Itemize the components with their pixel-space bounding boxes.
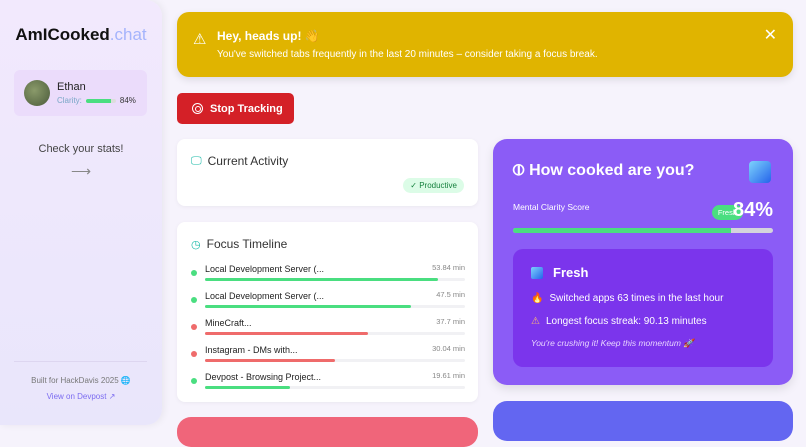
status-dot — [191, 270, 197, 276]
user-card[interactable]: Ethan Clarity: 84% — [14, 70, 147, 116]
alert-message: You've switched tabs frequently in the l… — [217, 49, 598, 60]
productive-badge: ✓ Productive — [403, 178, 464, 193]
status-dot — [191, 351, 197, 357]
app-name: MineCraft... — [205, 318, 252, 328]
time-bar-fill — [205, 359, 336, 362]
card-title: Current Activity — [207, 154, 289, 168]
logo-suffix: .chat — [109, 25, 147, 44]
stop-label: Stop Tracking — [210, 102, 283, 115]
time-bar-fill — [205, 305, 411, 308]
score-label: Mental Clarity Score — [513, 202, 590, 212]
clarity-progress — [513, 228, 773, 233]
monitor-icon: 🖵 — [191, 154, 202, 167]
user-name: Ethan — [57, 81, 86, 93]
time-bar — [205, 386, 465, 389]
check-stats-text: Check your stats! — [38, 143, 124, 155]
timeline-item: Local Development Server (... 47.5 min — [191, 289, 465, 313]
app-name: Devpost - Browsing Project... — [205, 372, 322, 382]
switch-text: Switched apps 63 times in the last hour — [549, 293, 724, 304]
clock-icon: ◷ — [191, 238, 201, 251]
ice-cube-icon — [531, 267, 543, 279]
warning-icon: ⚠ — [193, 31, 207, 48]
app-name: Local Development Server (... — [205, 291, 325, 301]
timeline-item: MineCraft... 37.7 min — [191, 316, 465, 340]
user-clarity: Clarity: 84% — [57, 96, 136, 105]
focus-alert: ⚠ Hey, heads up! 👋 You've switched tabs … — [177, 12, 793, 77]
time-bar-fill — [205, 386, 290, 389]
avatar — [24, 80, 50, 106]
fresh-badge: Fresh — [711, 205, 743, 220]
clarity-label: Clarity: — [57, 96, 82, 105]
arrow-right-icon[interactable]: ⟶ — [70, 163, 92, 179]
app-time: 47.5 min — [436, 290, 465, 299]
divider — [14, 361, 147, 362]
time-bar-fill — [205, 278, 439, 281]
time-bar — [205, 305, 465, 308]
timeline-item: Local Development Server (... 53.84 min — [191, 262, 465, 286]
motivation-quote: You're crushing it! Keep this momentum 🚀 — [531, 338, 694, 348]
app-time: 53.84 min — [432, 263, 465, 272]
warning-icon: ⚠ — [531, 316, 540, 327]
score-percent: 84% — [732, 199, 773, 221]
app-time: 19.61 min — [432, 371, 465, 380]
clarity-value: 84% — [119, 96, 136, 105]
red-card — [177, 417, 478, 447]
logo-main: AmICooked — [15, 25, 110, 44]
app-name: Instagram - DMs with... — [205, 345, 298, 355]
sidebar: AmICooked.chat Ethan Clarity: 84% Check … — [0, 0, 162, 425]
stop-icon — [192, 103, 203, 114]
status-title: Fresh — [553, 265, 589, 280]
switch-stat: 🔥 Switched apps 63 times in the last hour — [531, 293, 723, 304]
blue-card — [493, 401, 793, 441]
built-for-text: Built for HackDavis 2025 🌐 — [31, 376, 131, 385]
timeline-item: Devpost - Browsing Project... 19.61 min — [191, 370, 465, 394]
app-time: 30.04 min — [432, 344, 465, 353]
stop-tracking-button[interactable]: Stop Tracking — [177, 93, 294, 124]
close-icon[interactable]: ✕ — [763, 27, 777, 44]
how-cooked-card: ⦶ How cooked are you? Mental Clarity Sco… — [493, 139, 793, 385]
time-bar — [205, 332, 465, 335]
cooked-title-text: How cooked are you? — [529, 162, 695, 179]
time-bar — [205, 359, 465, 362]
focus-timeline-card: ◷ Focus Timeline Local Development Server… — [177, 222, 478, 402]
alert-title: Hey, heads up! 👋 — [217, 29, 320, 43]
devpost-link[interactable]: View on Devpost ↗ — [46, 392, 116, 401]
time-bar-fill — [205, 332, 369, 335]
ice-cube-icon — [749, 161, 771, 183]
logo[interactable]: AmICooked.chat — [0, 25, 162, 45]
streak-text: Longest focus streak: 90.13 minutes — [545, 316, 707, 327]
cooked-title: ⦶ How cooked are you? — [513, 162, 695, 179]
status-panel: Fresh 🔥 Switched apps 63 times in the las… — [513, 249, 773, 367]
timeline-item: Instagram - DMs with... 30.04 min — [191, 343, 465, 367]
status-dot — [191, 378, 197, 384]
clarity-bar — [85, 98, 116, 103]
time-bar — [205, 278, 465, 281]
card-title: Focus Timeline — [206, 237, 288, 251]
streak-stat: ⚠ Longest focus streak: 90.13 minutes — [531, 316, 707, 327]
status-dot — [191, 297, 197, 303]
app-name: Local Development Server (... — [205, 264, 325, 274]
fire-icon: 🔥 — [531, 293, 544, 304]
status-dot — [191, 324, 197, 330]
app-time: 37.7 min — [436, 317, 465, 326]
current-activity-card: 🖵 Current Activity ✓ Productive — [177, 139, 478, 206]
